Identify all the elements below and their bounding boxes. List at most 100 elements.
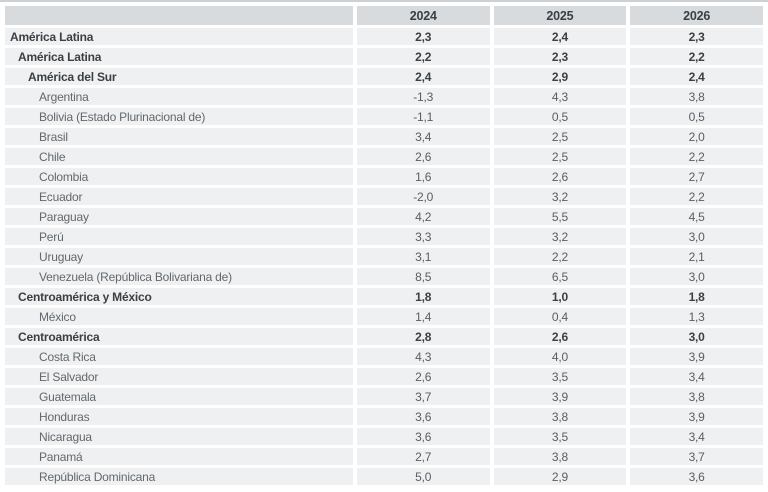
row-label-cell: América Latina — [5, 28, 353, 45]
table-body: América Latina 2,3 2,4 2,3 América Latina 2,2… — [5, 28, 763, 485]
value-cell: 2,2 — [630, 188, 763, 205]
value-cell: 2,4 — [493, 28, 627, 45]
table-row: Costa Rica 4,3 4,0 3,9 — [5, 348, 763, 365]
row-label-cell: Bolivia (Estado Plurinacional de) — [5, 108, 353, 125]
table-row: América del Sur 2,4 2,9 2,4 — [5, 68, 763, 85]
row-label-cell: Chile — [5, 148, 353, 165]
value-cell: 1,8 — [630, 288, 763, 305]
value-cell: 2,1 — [630, 248, 763, 265]
growth-table-container: 2024 2025 2026 América Latina 2,3 2,4 2,3 Am… — [1, 3, 767, 488]
row-label-cell: Brasil — [5, 128, 353, 145]
row-label-cell: Venezuela (República Bolivariana de) — [5, 268, 353, 285]
value-cell: 4,0 — [493, 348, 627, 365]
value-cell: 0,4 — [493, 308, 627, 325]
value-cell: 2,9 — [493, 68, 627, 85]
table-row: Panamá 2,7 3,8 3,7 — [5, 448, 763, 465]
row-label-cell: Panamá — [5, 448, 353, 465]
row-label-cell: República Dominicana — [5, 468, 353, 485]
table-row: Guatemala 3,7 3,9 3,8 — [5, 388, 763, 405]
value-cell: 2,2 — [630, 148, 763, 165]
table-row: Argentina -1,3 4,3 3,8 — [5, 88, 763, 105]
row-label-cell: Nicaragua — [5, 428, 353, 445]
value-cell: 2,6 — [493, 168, 627, 185]
value-cell: 3,0 — [630, 268, 763, 285]
value-cell: 1,4 — [356, 308, 490, 325]
value-cell: 3,8 — [630, 88, 763, 105]
table-row: América Latina 2,3 2,4 2,3 — [5, 28, 763, 45]
value-cell: -1,3 — [356, 88, 490, 105]
value-cell: -1,1 — [356, 108, 490, 125]
table-row: El Salvador 2,6 3,5 3,4 — [5, 368, 763, 385]
value-cell: 1,8 — [356, 288, 490, 305]
row-label-cell: Honduras — [5, 408, 353, 425]
table-row: Paraguay 4,2 5,5 4,5 — [5, 208, 763, 225]
value-cell: 3,4 — [630, 368, 763, 385]
value-cell: 2,6 — [493, 328, 627, 345]
table-row: Centroamérica y México 1,8 1,0 1,8 — [5, 288, 763, 305]
value-cell: 3,1 — [356, 248, 490, 265]
value-cell: -2,0 — [356, 188, 490, 205]
row-label-cell: Costa Rica — [5, 348, 353, 365]
row-label-cell: Perú — [5, 228, 353, 245]
row-label-cell: América Latina — [5, 48, 353, 65]
value-cell: 3,4 — [630, 428, 763, 445]
value-cell: 3,5 — [493, 368, 627, 385]
value-cell: 3,0 — [630, 328, 763, 345]
value-cell: 3,0 — [630, 228, 763, 245]
value-cell: 4,2 — [356, 208, 490, 225]
value-cell: 2,0 — [630, 128, 763, 145]
top-divider-line — [0, 0, 768, 2]
value-cell: 2,3 — [493, 48, 627, 65]
value-cell: 3,6 — [356, 408, 490, 425]
growth-projections-table: 2024 2025 2026 América Latina 2,3 2,4 2,3 Am… — [1, 3, 767, 488]
value-cell: 3,8 — [493, 408, 627, 425]
value-cell: 4,3 — [356, 348, 490, 365]
value-cell: 0,5 — [630, 108, 763, 125]
table-row: Ecuador -2,0 3,2 2,2 — [5, 188, 763, 205]
row-label-cell: Centroamérica y México — [5, 288, 353, 305]
value-cell: 3,6 — [630, 468, 763, 485]
value-cell: 2,6 — [356, 148, 490, 165]
value-cell: 3,2 — [493, 228, 627, 245]
value-cell: 3,5 — [493, 428, 627, 445]
table-row: Honduras 3,6 3,8 3,9 — [5, 408, 763, 425]
value-cell: 8,5 — [356, 268, 490, 285]
value-cell: 3,8 — [493, 448, 627, 465]
table-row: Colombia 1,6 2,6 2,7 — [5, 168, 763, 185]
value-cell: 3,6 — [356, 428, 490, 445]
value-cell: 2,7 — [630, 168, 763, 185]
table-row: Brasil 3,4 2,5 2,0 — [5, 128, 763, 145]
header-cell-2025: 2025 — [493, 6, 627, 25]
value-cell: 3,9 — [630, 348, 763, 365]
row-label-cell: Guatemala — [5, 388, 353, 405]
value-cell: 2,5 — [493, 148, 627, 165]
value-cell: 1,0 — [493, 288, 627, 305]
row-label-cell: El Salvador — [5, 368, 353, 385]
row-label-cell: Centroamérica — [5, 328, 353, 345]
table-row: Chile 2,6 2,5 2,2 — [5, 148, 763, 165]
table-row: Bolivia (Estado Plurinacional de) -1,1 0,5… — [5, 108, 763, 125]
header-cell-2024: 2024 — [356, 6, 490, 25]
value-cell: 2,3 — [356, 28, 490, 45]
value-cell: 2,2 — [493, 248, 627, 265]
value-cell: 3,9 — [493, 388, 627, 405]
value-cell: 0,5 — [493, 108, 627, 125]
row-label-cell: Colombia — [5, 168, 353, 185]
table-row: República Dominicana 5,0 2,9 3,6 — [5, 468, 763, 485]
value-cell: 3,3 — [356, 228, 490, 245]
value-cell: 5,0 — [356, 468, 490, 485]
header-cell-2026: 2026 — [630, 6, 763, 25]
table-row: Nicaragua 3,6 3,5 3,4 — [5, 428, 763, 445]
value-cell: 4,3 — [493, 88, 627, 105]
table-row: Centroamérica 2,8 2,6 3,0 — [5, 328, 763, 345]
table-row: México 1,4 0,4 1,3 — [5, 308, 763, 325]
value-cell: 3,7 — [630, 448, 763, 465]
value-cell: 2,9 — [493, 468, 627, 485]
row-label-cell: Paraguay — [5, 208, 353, 225]
table-row: Venezuela (República Bolivariana de) 8,5 6… — [5, 268, 763, 285]
value-cell: 3,2 — [493, 188, 627, 205]
value-cell: 3,4 — [356, 128, 490, 145]
row-label-cell: Argentina — [5, 88, 353, 105]
value-cell: 4,5 — [630, 208, 763, 225]
